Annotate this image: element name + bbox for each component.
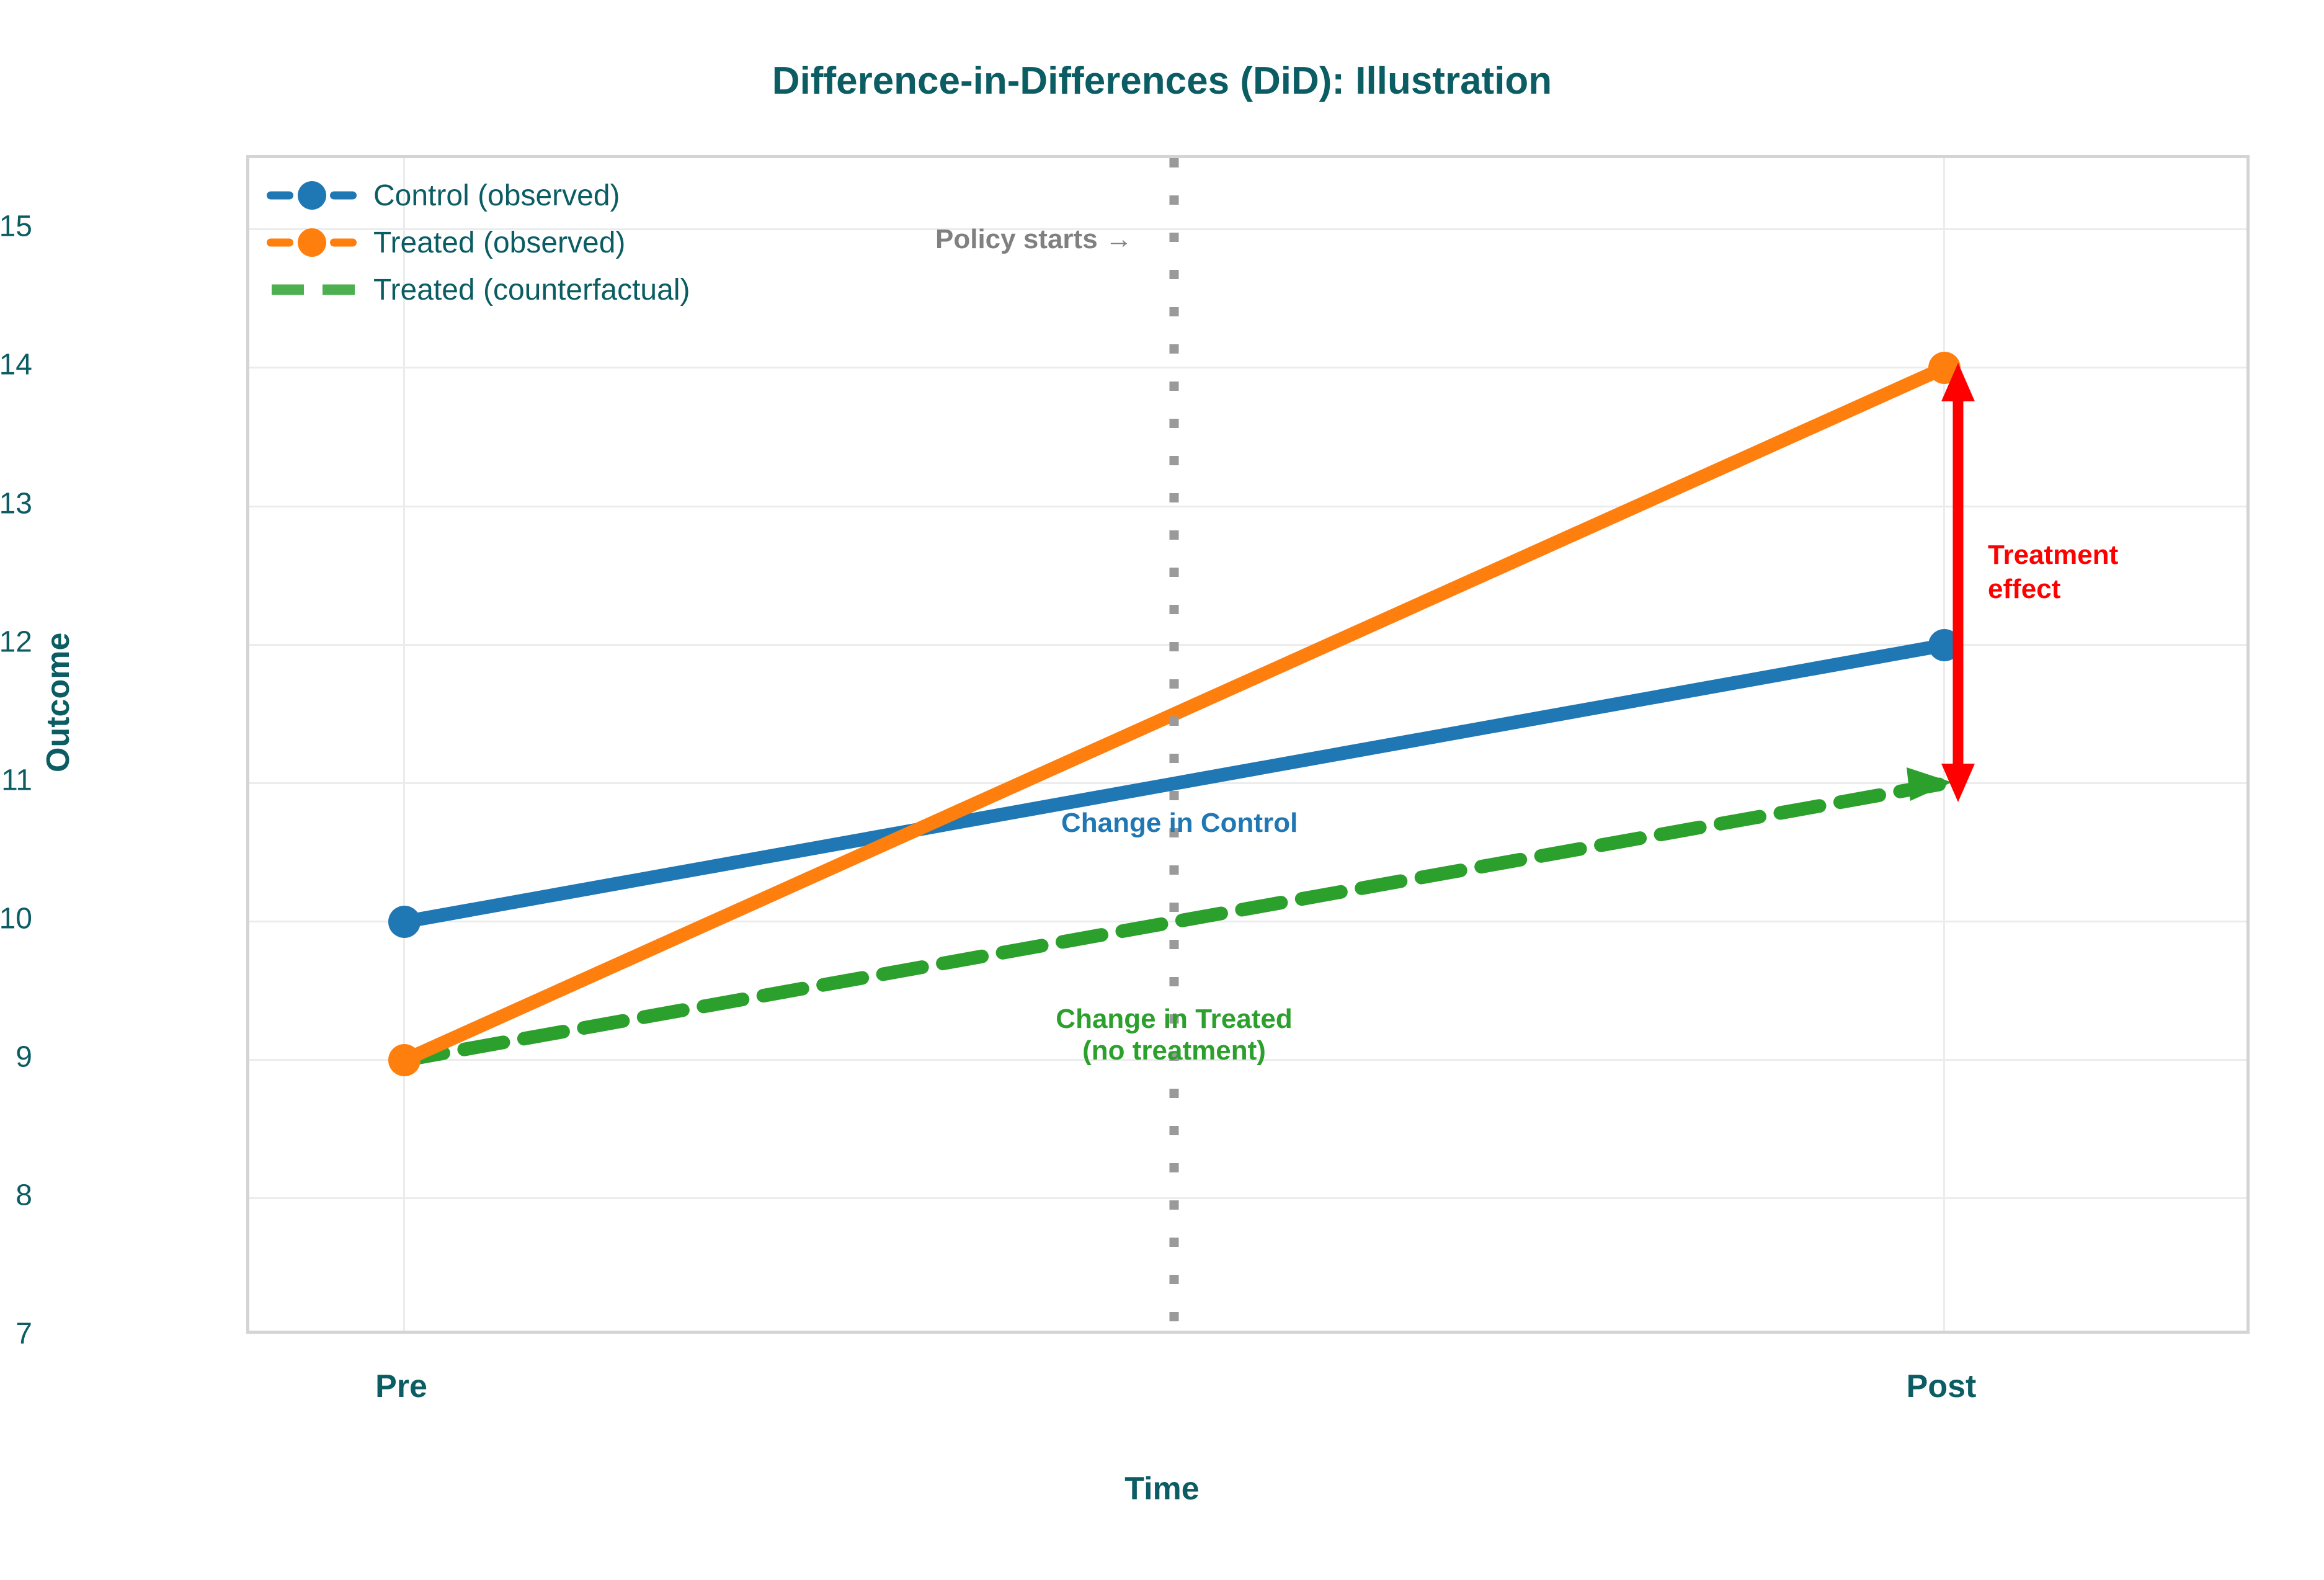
annotation-treatment-effect: Treatment effect — [1988, 538, 2118, 606]
gridline-y-12 — [249, 644, 2246, 646]
legend-label-counterfactual: Treated (counterfactual) — [373, 273, 690, 306]
y-tick-10: 10 — [0, 902, 32, 935]
plot-area: Policy starts → Change in Control Change… — [246, 155, 2250, 1337]
y-tick-15: 15 — [0, 210, 32, 243]
x-tick-post: Post — [1906, 1368, 1977, 1404]
y-tick-7: 7 — [16, 1317, 32, 1350]
series-line-treated-counterfactual — [398, 777, 1951, 1067]
x-axis-label: Time — [1124, 1471, 1200, 1507]
gridline-x-post — [1943, 158, 1945, 1331]
gridline-y-8 — [249, 1197, 2246, 1199]
annotation-change-in-treated-line1: Change in Treated — [1056, 1004, 1293, 1034]
y-tick-12: 12 — [0, 625, 32, 659]
legend: Control (observed) Treated (observed) Tr… — [267, 172, 980, 313]
series-arrowhead-counterfactual — [1907, 767, 1952, 801]
page-title: Difference-in-Differences (DiD): Illustr… — [772, 60, 1552, 102]
annotation-change-in-treated: Change in Treated (no treatment) — [1056, 1003, 1292, 1067]
annotation-change-in-control: Change in Control — [1061, 808, 1298, 838]
gridline-x-pre — [403, 158, 405, 1331]
legend-key-treated-icon — [267, 228, 360, 257]
annotation-change-in-treated-line2: (no treatment) — [1082, 1035, 1266, 1066]
gridline-y-9 — [249, 1059, 2246, 1061]
series-line-control — [398, 638, 1951, 929]
y-axis-label: Outcome — [40, 632, 76, 772]
legend-item-counterfactual[interactable]: Treated (counterfactual) — [267, 266, 980, 313]
y-tick-14: 14 — [0, 348, 32, 382]
legend-label-control: Control (observed) — [373, 179, 620, 212]
marker-control-pre — [388, 906, 421, 938]
gridline-y-11 — [249, 782, 2246, 784]
y-tick-13: 13 — [0, 487, 32, 520]
treatment-effect-arrowhead-bottom — [1941, 764, 1975, 802]
y-tick-9: 9 — [16, 1040, 32, 1074]
marker-control-post — [1928, 629, 1961, 661]
gridline-y-13 — [249, 506, 2246, 507]
y-tick-8: 8 — [16, 1179, 32, 1212]
gridline-y-14 — [249, 367, 2246, 368]
legend-item-treated[interactable]: Treated (observed) — [267, 219, 980, 266]
gridline-y-15 — [249, 228, 2246, 230]
annotation-treatment-effect-line2: effect — [1988, 574, 2061, 604]
gridline-y-10 — [249, 921, 2246, 922]
series-layer — [388, 158, 1975, 1337]
treatment-effect-arrowhead-top — [1941, 363, 1975, 401]
legend-label-treated: Treated (observed) — [373, 226, 626, 259]
x-tick-pre: Pre — [375, 1368, 427, 1404]
marker-treated-pre — [388, 1044, 421, 1076]
series-line-treated — [398, 361, 1951, 1067]
annotation-policy-starts: Policy starts → — [935, 224, 1133, 254]
legend-item-control[interactable]: Control (observed) — [267, 172, 980, 219]
legend-key-control-icon — [267, 181, 360, 210]
y-tick-11: 11 — [1, 764, 32, 797]
annotation-treatment-effect-line1: Treatment — [1988, 540, 2119, 570]
legend-key-counterfactual-icon — [267, 277, 360, 302]
